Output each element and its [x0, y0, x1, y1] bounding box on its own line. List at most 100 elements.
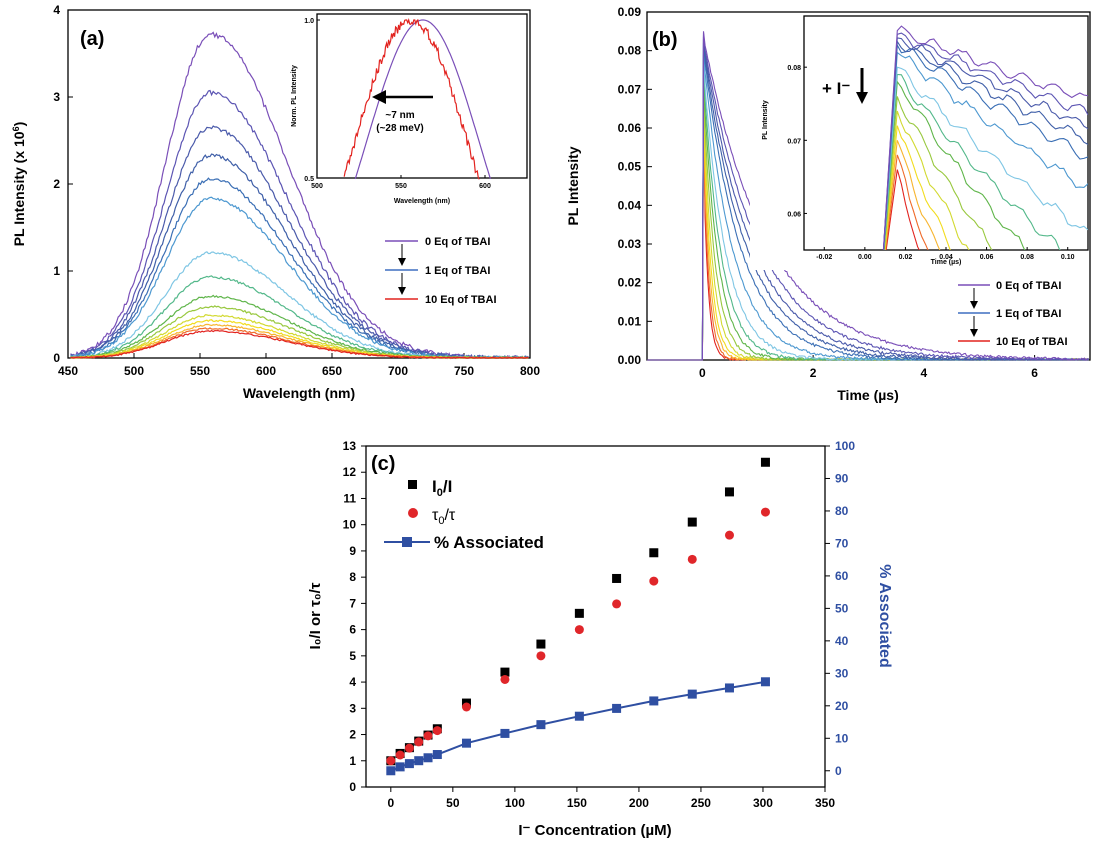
panel-c-point-associated [649, 696, 659, 706]
panel-c-point-associated [395, 762, 405, 772]
panel-c-point-tau [414, 737, 424, 747]
panel-b-ytick-label: 0.08 [618, 44, 642, 58]
panel-c-plot-frame [365, 445, 826, 788]
panel-c-ytick-left-label: 0 [349, 780, 356, 794]
panel-c-point-tau [724, 530, 734, 540]
panel-a-xtick-label: 550 [190, 364, 210, 378]
panel-c-ytick-right-label: 20 [835, 699, 849, 713]
panel-c-point-associated [432, 750, 442, 760]
panel-c-point-i0i [649, 548, 659, 558]
panel-c-legend: I0/I τ0/τ % Associated [384, 477, 544, 552]
panel-b-xtick-label: 0 [699, 366, 706, 380]
panel-c-ytick-right-label: 80 [835, 504, 849, 518]
panel-a-legend: 0 Eq of TBAI 1 Eq of TBAI 10 Eq of TBAI [385, 236, 497, 306]
legend-c-label-i0i: I0/I [432, 477, 452, 499]
panel-c-associated-line [390, 680, 766, 772]
panel-b-legend: 0 Eq of TBAI 1 Eq of TBAI 10 Eq of TBAI [958, 280, 1068, 348]
panel-c-xtick-label: 350 [815, 796, 835, 810]
inset-b-series-line [883, 80, 1026, 250]
inset-b-series-line [883, 110, 970, 250]
panel-a-xtick-label: 800 [520, 364, 540, 378]
panel-c-ytick-right-label: 10 [835, 731, 849, 745]
panel-a-label: (a) [80, 28, 104, 50]
panel-c-ytick-left-label: 9 [349, 544, 356, 558]
inset-a-ylabel: Norm. PL Intensity [291, 65, 298, 127]
panel-c-point-tau [395, 750, 405, 760]
inset-a-ytick-label: 1.0 [304, 18, 314, 25]
panel-b-xlabel: Time (µs) [837, 387, 899, 403]
panel-b-ytick-label: 0.03 [618, 237, 642, 251]
panel-c-xtick-label: 50 [446, 796, 460, 810]
panel-c-point-associated [423, 753, 433, 763]
panel-b-xtick-label: 4 [921, 366, 928, 380]
panel-c-point-tau [612, 599, 622, 609]
panel-c-point-tau [500, 674, 510, 684]
panel-c-ylabel-left: I₀/I or τ₀/τ [307, 582, 324, 649]
panel-b-ylabel: PL Intensity [565, 146, 581, 225]
inset-b-series-line [883, 43, 1088, 250]
inset-b-series-line [882, 39, 1088, 250]
inset-a-xtick-label: 500 [311, 183, 323, 190]
panel-c-ytick-left-label: 7 [349, 596, 356, 610]
panel-c-point-i0i [574, 608, 584, 618]
panel-c-point-tau [760, 507, 770, 517]
inset-a-frame [316, 13, 528, 179]
panel-c-xtick-label: 0 [387, 796, 394, 810]
panel-c-ytick-right-label: 60 [835, 569, 849, 583]
legend-c-marker-associated [402, 537, 412, 547]
panel-a-xtick-label: 750 [454, 364, 474, 378]
legend-b-label-0eq: 0 Eq of TBAI [996, 280, 1061, 292]
panel-a-ytick-label: 2 [53, 177, 60, 191]
panel-a-xtick-label: 600 [256, 364, 276, 378]
panel-c-ytick-left-label: 5 [349, 649, 356, 663]
panel-b: 0 2 4 6 0.00 0.01 0.02 0.03 0.04 0.05 0.06 0.07 0.08… [565, 5, 1091, 403]
panel-c-point-associated [404, 759, 414, 769]
panel-b-ytick-label: 0.07 [618, 82, 642, 96]
panel-b-xtick-label: 6 [1031, 366, 1038, 380]
panel-c-point-associated [461, 738, 471, 748]
panel-a-xtick-label: 450 [58, 364, 78, 378]
legend-c-marker-i0i [408, 480, 417, 489]
panel-a-series-line [70, 314, 529, 359]
panel-c-point-associated [574, 711, 584, 721]
inset-b-series-line [882, 37, 1088, 250]
inset-a-xlabel: Wavelength (nm) [394, 198, 450, 205]
panel-a-series-line [70, 319, 529, 359]
inset-a-annotation-2: (~28 meV) [376, 123, 424, 134]
panel-c-ytick-left-label: 6 [349, 623, 356, 637]
panel-b-ytick-label: 0.00 [618, 353, 642, 367]
panel-c-point-tau [574, 625, 584, 635]
panel-c-point-tau [536, 651, 546, 661]
inset-b-ytick-label: 0.07 [787, 138, 801, 145]
panel-c-label: (c) [371, 453, 395, 475]
inset-b-xtick-label: -0.02 [816, 254, 832, 261]
legend-c-label-tau: τ0/τ [432, 507, 456, 527]
panel-c-point-i0i [687, 517, 697, 527]
panel-c-point-associated [724, 683, 734, 693]
panel-c-ytick-left-label: 13 [343, 439, 357, 453]
panel-a-inset: 500 550 600 0.5 1.0 Wavelength (nm) Norm. PL… [291, 12, 528, 205]
panel-b-label: (b) [652, 29, 678, 51]
panel-a-series-line [70, 329, 529, 359]
panel-b-ytick-label: 0.06 [618, 121, 642, 135]
inset-b-xtick-label: 0.00 [858, 254, 872, 261]
inset-b-series-line [882, 32, 1088, 250]
inset-a-xtick-label: 550 [395, 183, 407, 190]
panel-a-ytick-label: 4 [53, 3, 60, 17]
panel-c-ytick-left-label: 11 [343, 491, 356, 505]
inset-b-xtick-label: 0.10 [1061, 254, 1075, 261]
panel-b-ytick-label: 0.04 [618, 198, 642, 212]
panel-a: 450 500 550 600 650 700 750 800 0 1 2 3 4 (a) Wavele… [11, 3, 540, 401]
panel-c-point-associated [612, 703, 622, 713]
inset-b-ylabel: PL Intensity [762, 100, 769, 140]
inset-a-ytick-label: 0.5 [304, 176, 314, 183]
panel-c-xtick-label: 150 [567, 796, 587, 810]
panel-c-ytick-left-label: 1 [349, 754, 356, 768]
panel-c-point-i0i [500, 667, 510, 677]
panel-c-point-tau [432, 726, 442, 736]
legend-c-marker-tau [408, 508, 418, 518]
inset-b-series-line [882, 25, 1088, 250]
panel-c-ytick-right-label: 50 [835, 601, 849, 615]
panel-a-ytick-label: 3 [53, 90, 60, 104]
